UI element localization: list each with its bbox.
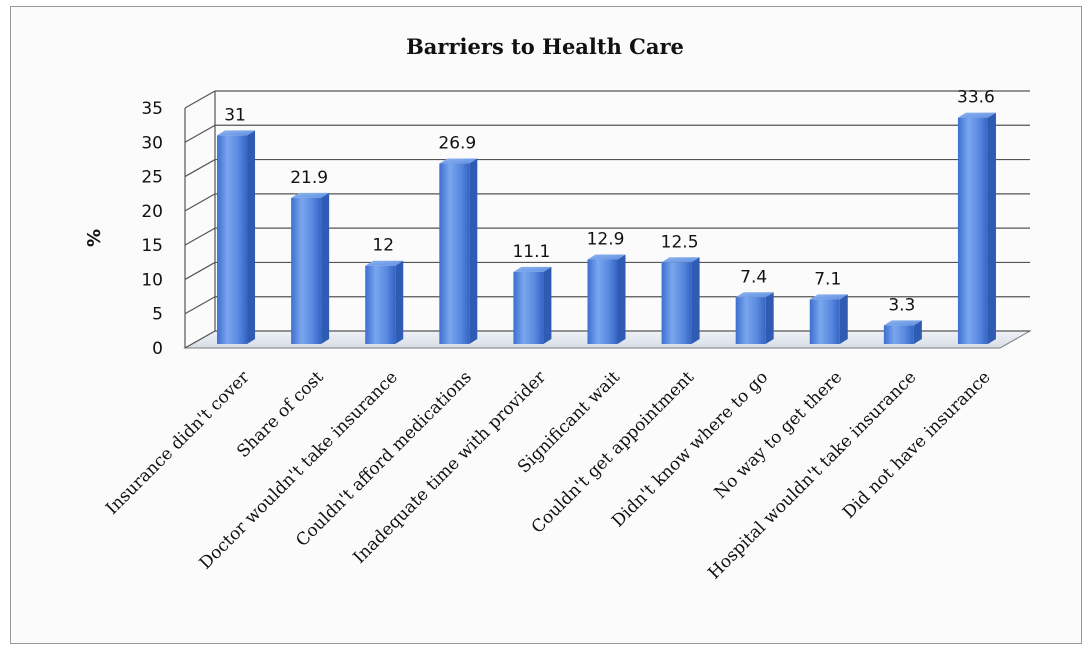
bar-front — [365, 265, 396, 344]
bar-side — [691, 257, 700, 344]
data-label: 21.9 — [290, 168, 328, 188]
bar-side — [321, 192, 330, 344]
bar-front — [587, 259, 618, 344]
bar — [587, 254, 626, 344]
bar — [957, 112, 996, 344]
side-gridline — [184, 296, 216, 315]
x-tick-label: Insurance didn't cover — [102, 367, 254, 519]
bar — [809, 294, 848, 344]
data-label: 7.1 — [814, 269, 841, 289]
bar-side — [395, 260, 404, 344]
data-label: 33.6 — [957, 88, 995, 108]
y-tick-label: 20 — [141, 202, 163, 222]
y-tick-label: 35 — [141, 99, 163, 119]
bar-front — [217, 135, 248, 344]
bar — [735, 292, 774, 344]
y-tick-label: 10 — [141, 270, 163, 290]
bar-front — [735, 297, 766, 344]
data-label: 12.9 — [587, 230, 625, 250]
data-label: 3.3 — [888, 295, 915, 315]
bars — [217, 112, 996, 344]
y-axis-label: % — [84, 229, 105, 247]
bar-front — [513, 271, 544, 344]
bar-side — [839, 294, 848, 344]
side-gridline — [184, 227, 216, 246]
side-gridline — [184, 193, 216, 212]
chart-title: Barriers to Health Care — [406, 34, 684, 59]
bar-side — [617, 254, 626, 344]
y-tick-label: 30 — [141, 133, 163, 153]
bar-top — [365, 260, 404, 266]
bar-side — [987, 112, 996, 344]
bar-top — [587, 254, 626, 260]
y-tick-label: 25 — [141, 168, 163, 188]
x-tick-label: Didn't know where to go — [608, 367, 772, 531]
data-label: 7.4 — [740, 267, 767, 287]
y-tick-label: 0 — [152, 339, 163, 359]
bar-front — [809, 299, 840, 344]
bar-front — [291, 197, 322, 344]
data-label: 26.9 — [438, 134, 476, 154]
bar-top — [513, 266, 552, 272]
bar-side — [469, 158, 478, 344]
y-tick-labels: 0 5 10 15 20 25 30 35 — [141, 99, 163, 359]
bar-side — [765, 292, 774, 344]
bar — [883, 320, 922, 344]
bar-top — [439, 158, 478, 164]
data-label: 12 — [372, 236, 394, 256]
data-label: 12.5 — [661, 232, 699, 252]
bar — [217, 130, 256, 344]
bar-top — [291, 192, 330, 198]
bar — [365, 260, 404, 344]
bar — [439, 158, 478, 344]
bar — [513, 266, 552, 344]
data-labels: 31 21.9 12 26.9 11.1 12.9 12.5 7.4 7.1 3.3 33.6 — [224, 88, 995, 316]
bar-top — [735, 292, 774, 298]
side-gridline — [184, 124, 216, 143]
side-gridline — [184, 330, 216, 349]
data-label: 31 — [224, 105, 246, 125]
bar — [661, 257, 700, 344]
bar-side — [543, 266, 552, 344]
bar-front — [883, 325, 914, 344]
bar-side — [913, 320, 922, 344]
bar-front — [661, 262, 692, 344]
bar — [291, 192, 330, 344]
bar-side — [247, 130, 256, 344]
y-tick-label: 15 — [141, 236, 163, 256]
side-gridline — [184, 90, 216, 109]
bar-top — [809, 294, 848, 300]
side-gridline — [184, 159, 216, 178]
y-tick-label: 5 — [152, 305, 163, 325]
x-tick-label: Did not have insurance — [839, 367, 994, 522]
bar-top — [883, 320, 922, 326]
side-gridline — [184, 261, 216, 280]
data-label: 11.1 — [512, 242, 550, 262]
bar-top — [957, 112, 996, 118]
bar-front — [957, 117, 988, 344]
bar-front — [439, 163, 470, 344]
bar-top — [217, 130, 256, 136]
bar-top — [661, 257, 700, 263]
x-tick-label: No way to get there — [711, 367, 847, 503]
